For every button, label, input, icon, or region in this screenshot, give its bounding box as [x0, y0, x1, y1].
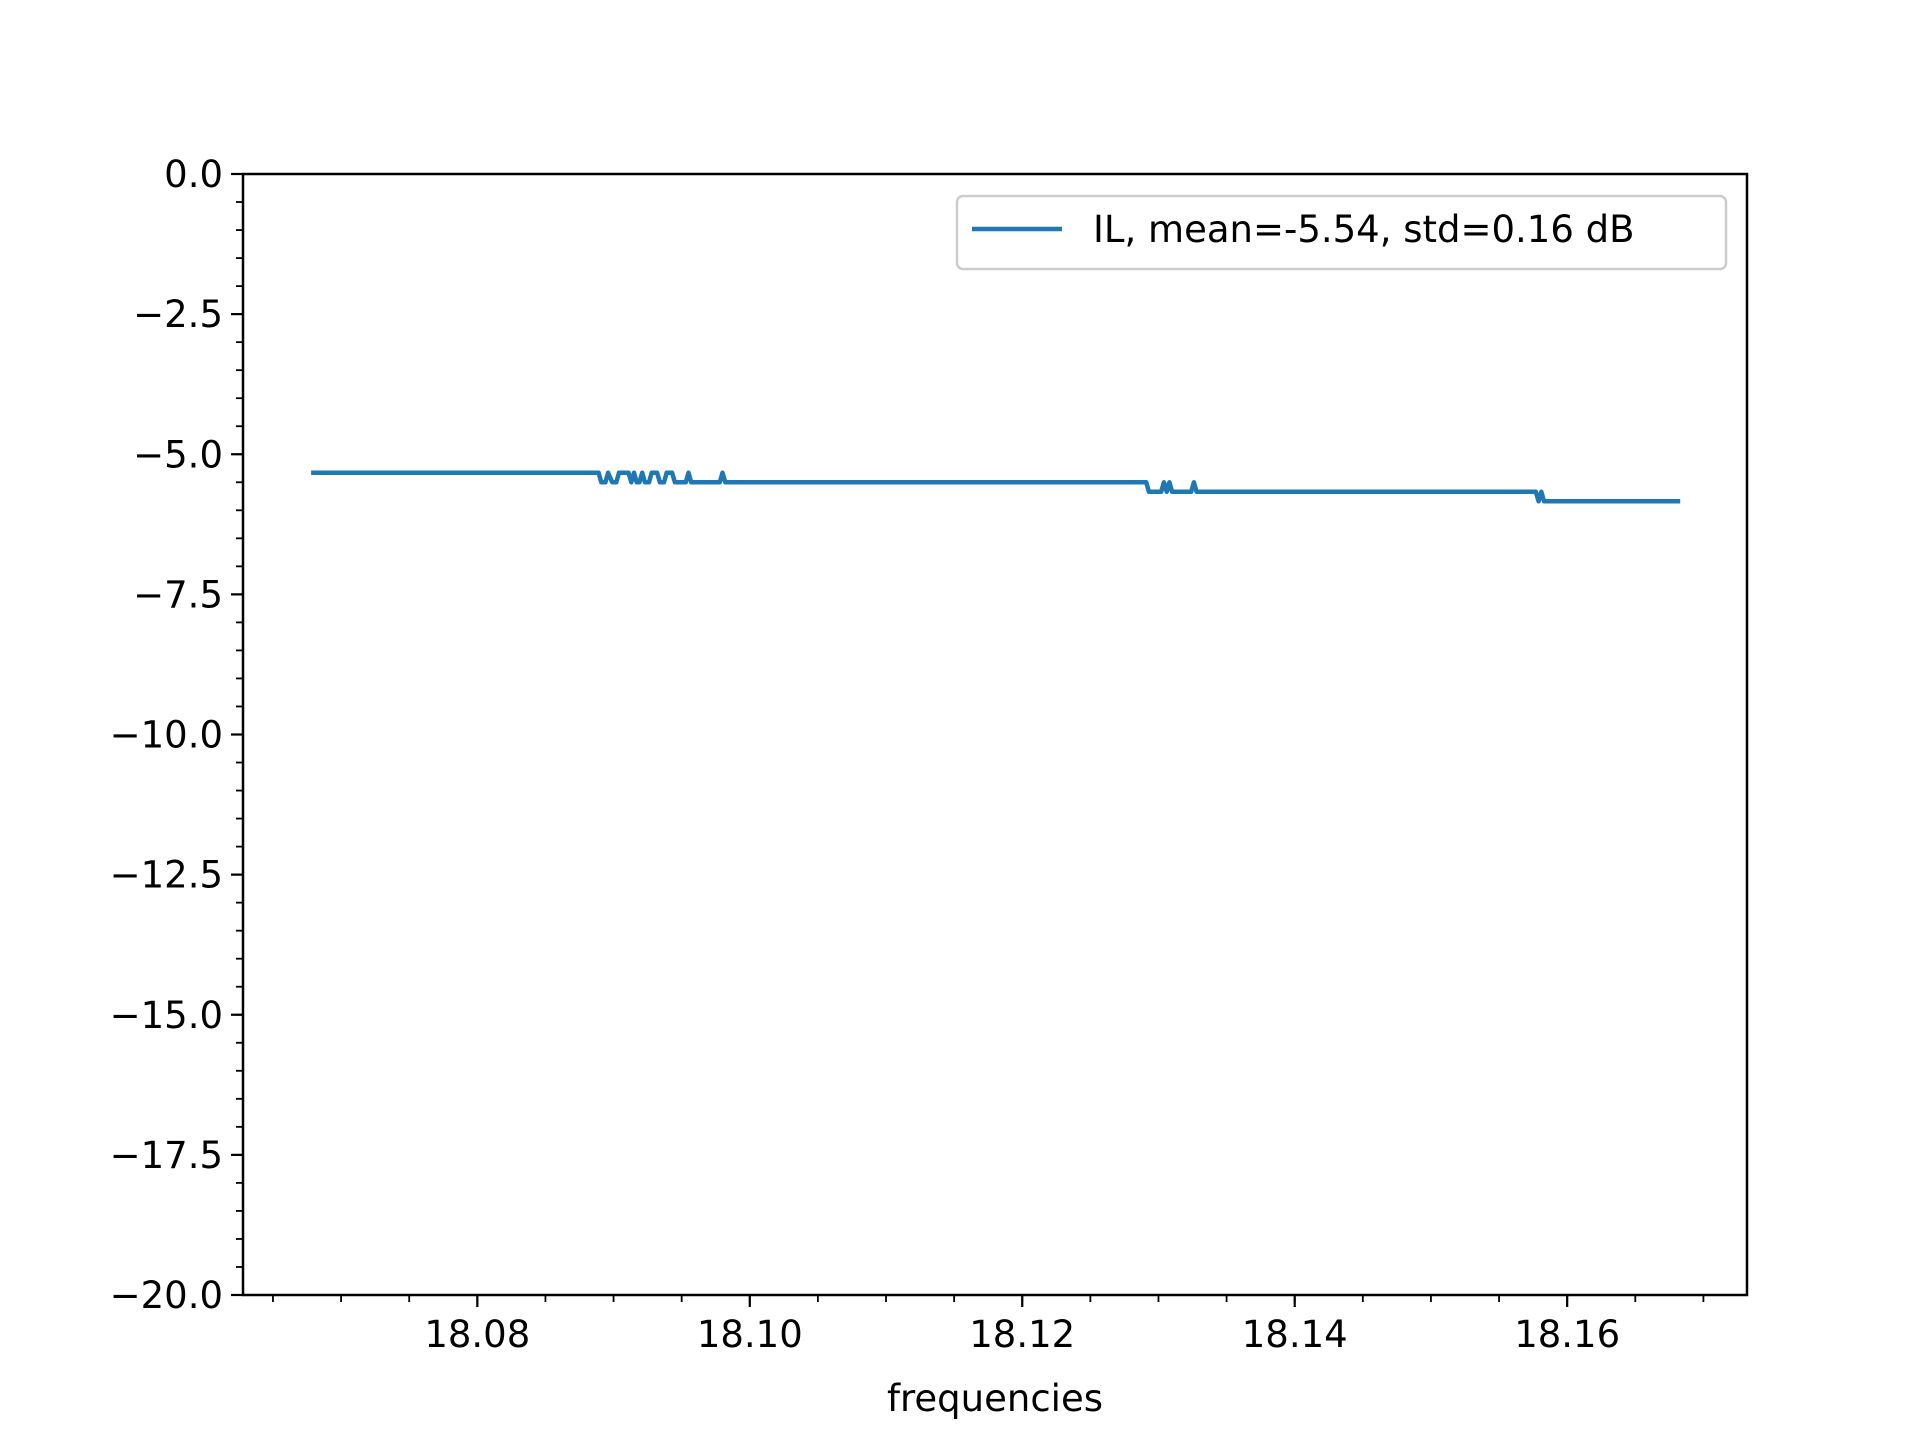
series-line-il: [311, 470, 1681, 504]
y-tick-label: −20.0: [110, 1274, 223, 1317]
y-tick-label: 0.0: [164, 153, 223, 196]
y-tick-label: −10.0: [110, 714, 223, 757]
y-axis: 0.0 −2.5 −5.0 −7.5 −10.0 −12.5 −15.0 −17.5 −20.0: [110, 153, 243, 1317]
legend: IL, mean=-5.54, std=0.16 dB: [955, 194, 1728, 271]
y-tick-label: −7.5: [133, 573, 223, 616]
plot-area-frame: [241, 172, 1749, 1297]
x-tick-label: 18.16: [1514, 1313, 1620, 1356]
legend-box: [955, 194, 1728, 271]
y-tick-label: −12.5: [110, 854, 223, 897]
x-tick-label: 18.10: [697, 1313, 803, 1356]
legend-label-il: IL, mean=-5.54, std=0.16 dB: [1093, 208, 1635, 251]
x-tick-label: 18.12: [969, 1313, 1075, 1356]
x-axis: 18.08 18.10 18.12 18.14 18.16: [272, 1295, 1705, 1356]
x-axis-label: frequencies: [887, 1377, 1103, 1420]
y-tick-label: −15.0: [110, 994, 223, 1037]
y-tick-label: −5.0: [133, 433, 223, 476]
y-tick-label: −2.5: [133, 293, 223, 336]
y-tick-label: −17.5: [110, 1134, 223, 1177]
x-tick-label: 18.14: [1242, 1313, 1348, 1356]
x-tick-label: 18.08: [424, 1313, 530, 1356]
plot-series: [311, 470, 1681, 504]
